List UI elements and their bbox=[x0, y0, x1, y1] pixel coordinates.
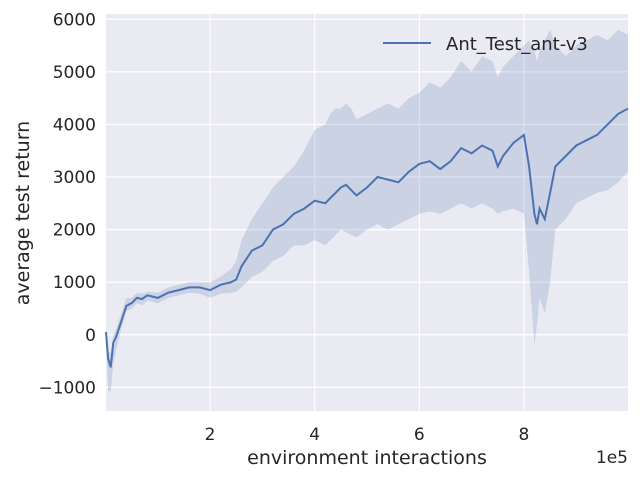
y-tick-labels: −1000 0 1000 2000 3000 4000 5000 6000 bbox=[38, 10, 96, 398]
y-tick-label: 5000 bbox=[53, 63, 96, 83]
x-tick-label: 4 bbox=[309, 425, 320, 445]
x-axis-label: environment interactions bbox=[247, 447, 487, 469]
x-tick-label: 2 bbox=[205, 425, 216, 445]
y-axis-label: average test return bbox=[12, 121, 34, 305]
confidence-band bbox=[106, 29, 628, 393]
y-tick-label: 4000 bbox=[53, 115, 96, 135]
x-tick-labels: 2 4 6 8 bbox=[205, 425, 530, 445]
y-tick-label: −1000 bbox=[38, 378, 96, 398]
y-tick-label: 0 bbox=[85, 326, 96, 346]
x-offset-label: 1e5 bbox=[596, 448, 628, 468]
y-tick-label: 6000 bbox=[53, 10, 96, 30]
legend-label: Ant_Test_ant-v3 bbox=[446, 34, 588, 55]
y-tick-label: 3000 bbox=[53, 168, 96, 188]
grid-lines bbox=[106, 14, 628, 411]
x-tick-label: 6 bbox=[414, 425, 425, 445]
x-tick-label: 8 bbox=[518, 425, 529, 445]
y-tick-label: 1000 bbox=[53, 273, 96, 293]
y-tick-label: 2000 bbox=[53, 221, 96, 241]
legend: Ant_Test_ant-v3 bbox=[383, 34, 588, 55]
series-line bbox=[105, 107, 629, 368]
